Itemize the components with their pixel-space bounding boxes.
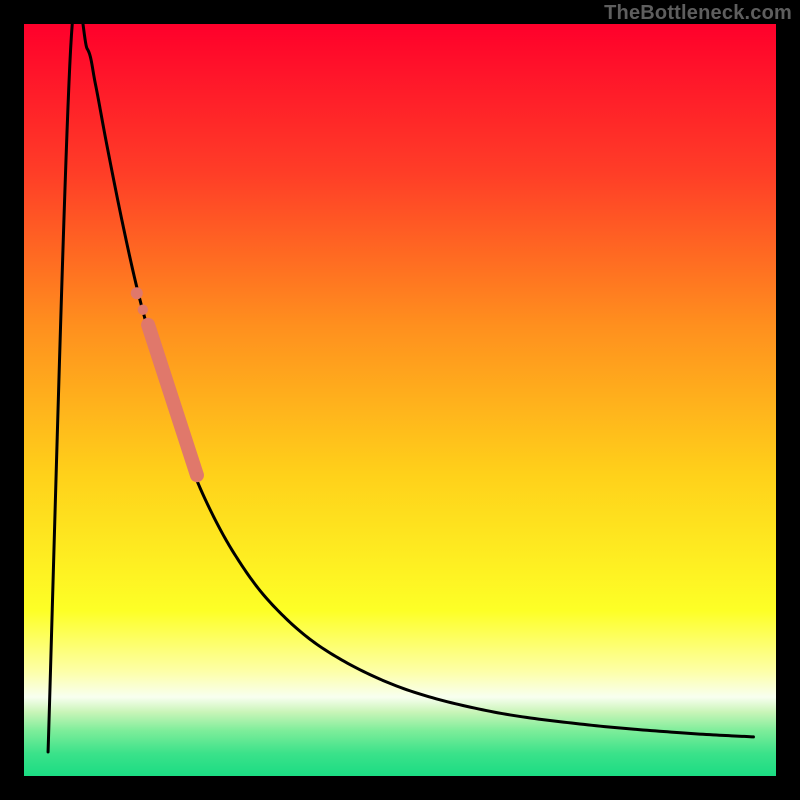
chart-container: TheBottleneck.com (0, 0, 800, 800)
frame-rect (12, 12, 788, 788)
plot-frame (0, 0, 800, 800)
